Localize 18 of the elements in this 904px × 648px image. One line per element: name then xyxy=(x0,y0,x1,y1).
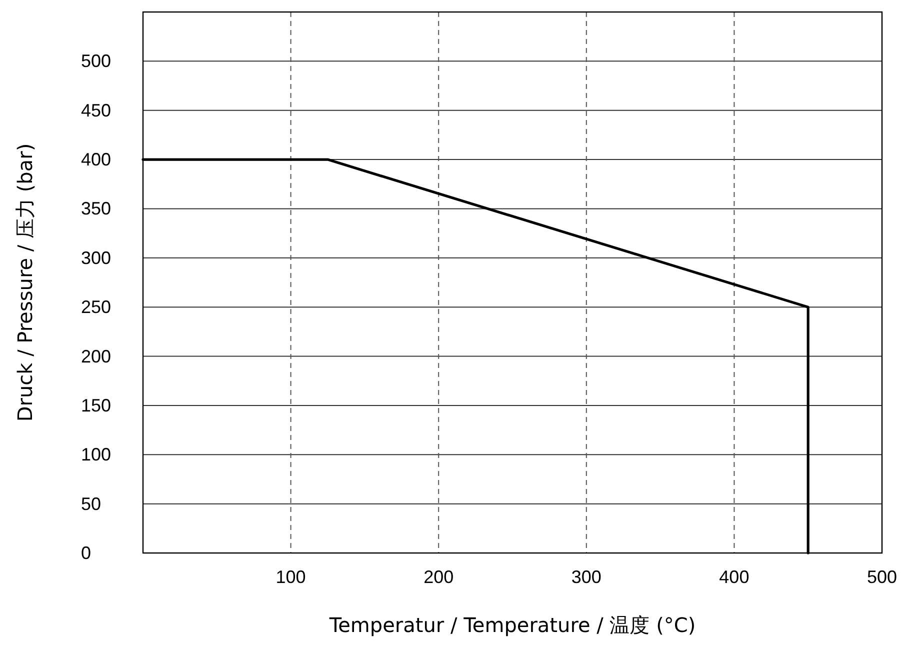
y-tick-label: 350 xyxy=(81,198,112,219)
y-tick-label: 200 xyxy=(81,346,112,366)
x-tick-label: 400 xyxy=(719,567,750,587)
y-tick-label: 300 xyxy=(81,248,112,268)
y-tick-label: 250 xyxy=(81,297,112,318)
x-tick-label: 500 xyxy=(866,567,898,587)
y-tick-label: 0 xyxy=(81,543,92,563)
y-tick-label: 100 xyxy=(81,444,112,465)
x-tick-label: 300 xyxy=(571,567,602,587)
y-tick-label: 400 xyxy=(81,150,112,170)
x-tick-label: 100 xyxy=(276,567,306,587)
y-tick-label: 500 xyxy=(81,51,112,72)
y-tick-label: 450 xyxy=(81,100,112,120)
x-axis-title: Temperatur / Temperature / 温度 (°C) xyxy=(328,613,696,637)
y-tick-label: 150 xyxy=(81,395,112,416)
y-axis-title: Druck / Pressure / 压力 (bar) xyxy=(13,143,37,422)
y-tick-label: 50 xyxy=(81,494,102,514)
x-tick-label: 200 xyxy=(424,567,454,587)
